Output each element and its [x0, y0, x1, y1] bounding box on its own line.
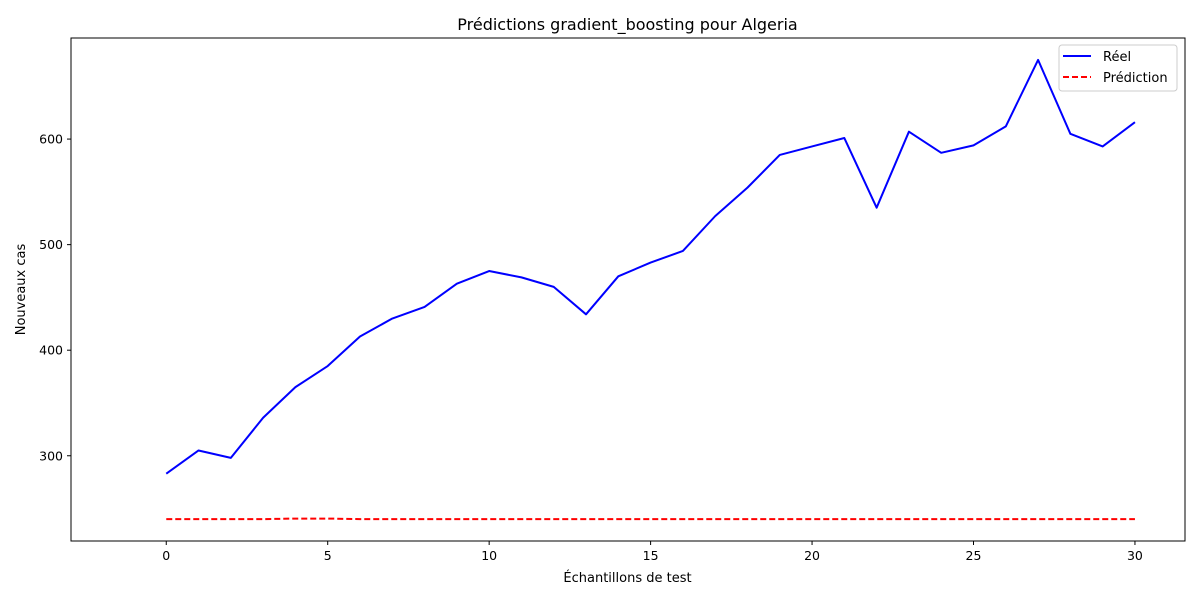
y-axis: 300 400 500 600 — [39, 132, 71, 463]
x-tick-label: 25 — [966, 548, 982, 563]
x-axis: 0 5 10 15 20 25 30 — [162, 541, 1143, 563]
y-tick-label: 500 — [39, 237, 63, 252]
x-tick-label: 10 — [481, 548, 497, 563]
y-tick-label: 400 — [39, 343, 63, 358]
series-line-prediction — [166, 517, 1135, 521]
legend-label-reel: Réel — [1103, 50, 1131, 65]
legend: Réel Prédiction — [1058, 44, 1178, 92]
x-axis-label: Échantillons de test — [563, 570, 691, 586]
series-line-reel — [165, 58, 1136, 475]
x-tick-label: 0 — [162, 548, 170, 563]
chart-title: Prédictions gradient_boosting pour Alger… — [457, 15, 797, 35]
y-tick-label: 600 — [39, 132, 63, 147]
legend-label-prediction: Prédiction — [1103, 71, 1168, 86]
x-tick-label: 5 — [324, 548, 332, 563]
x-tick-label: 30 — [1127, 548, 1143, 563]
y-tick-label: 300 — [39, 448, 63, 463]
plot-area-frame — [70, 37, 1186, 542]
x-tick-label: 20 — [804, 548, 820, 563]
series-layer — [165, 58, 1136, 521]
y-axis-label: Nouveaux cas — [14, 244, 29, 336]
x-tick-label: 15 — [643, 548, 659, 563]
